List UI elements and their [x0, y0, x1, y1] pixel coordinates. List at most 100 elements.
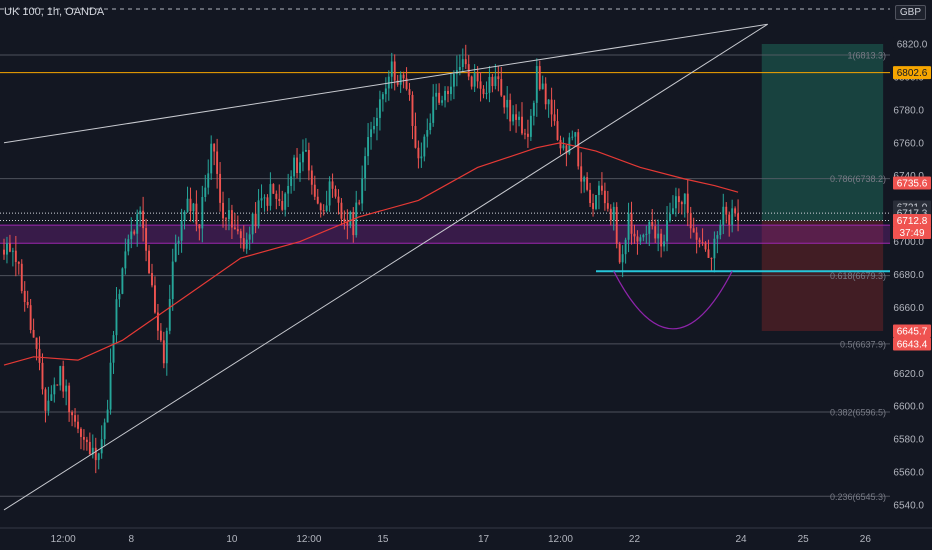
candle-body — [3, 249, 5, 255]
candle-body — [639, 237, 642, 242]
candle-body — [577, 132, 580, 167]
candle-body — [589, 189, 592, 204]
candle-body — [296, 157, 298, 173]
candle-body — [331, 181, 334, 189]
candle-body — [228, 210, 230, 220]
candle-body — [509, 99, 512, 122]
candle-body — [609, 208, 612, 221]
candle-body — [8, 243, 11, 252]
candle-body — [65, 385, 68, 392]
candle-body — [423, 136, 426, 157]
candle-body — [515, 114, 518, 120]
candle-body — [692, 228, 695, 233]
candle-body — [139, 210, 142, 215]
candle-body — [100, 439, 103, 454]
candle-body — [441, 100, 444, 103]
candle-body — [230, 210, 233, 228]
candle-body — [580, 166, 583, 182]
candle-body — [615, 206, 618, 244]
candle-body — [59, 366, 62, 386]
candle-body — [526, 133, 529, 137]
candle-body — [393, 61, 396, 81]
candle-body — [94, 447, 97, 461]
price-tick: 6700.0 — [893, 237, 924, 248]
candle-body — [553, 114, 556, 122]
candle-body — [337, 196, 340, 203]
candle-body — [367, 137, 370, 157]
candle-body — [162, 340, 165, 364]
time-tick: 12:00 — [51, 534, 76, 545]
candle-body — [74, 415, 76, 422]
candle-body — [284, 193, 287, 210]
candle-body — [414, 125, 417, 148]
fib-label: 0.786(6738.2) — [830, 174, 886, 184]
candle-body — [524, 133, 526, 135]
time-tick: 25 — [798, 534, 810, 545]
candle-body — [174, 243, 177, 262]
candle-body — [88, 441, 91, 455]
candle-body — [127, 239, 130, 252]
candle-body — [177, 240, 180, 244]
candle-body — [325, 205, 328, 211]
candle-body — [364, 156, 367, 179]
candle-body — [198, 224, 201, 229]
fib-label: 0.618(6679.3) — [830, 271, 886, 281]
candle-body — [316, 196, 319, 204]
candle-body — [713, 238, 716, 259]
candle-body — [293, 157, 296, 177]
candle-body — [485, 92, 488, 95]
candle-body — [77, 421, 79, 429]
candle-body — [272, 184, 275, 194]
candle-body — [151, 273, 153, 286]
candle-body — [50, 394, 53, 401]
price-tick: 6540.0 — [893, 501, 924, 512]
candle-body — [156, 312, 159, 331]
candle-body — [378, 99, 381, 118]
candle-body — [704, 242, 707, 250]
candle-body — [630, 213, 633, 234]
candle-body — [476, 73, 479, 82]
candle-body — [334, 188, 337, 197]
candle-body — [716, 235, 719, 239]
candle-body — [361, 178, 364, 204]
candle-body — [680, 202, 683, 205]
candle-body — [349, 211, 352, 226]
candle-body — [722, 206, 725, 225]
candle-body — [701, 242, 704, 244]
price-label-bg — [893, 225, 931, 239]
candle-body — [606, 203, 609, 209]
candle-body — [518, 116, 520, 120]
candle-body — [556, 121, 559, 140]
candle-body — [488, 76, 491, 93]
candle-body — [600, 185, 603, 191]
candle-body — [734, 208, 737, 214]
fib-label: 0.236(6545.3) — [830, 492, 886, 502]
candle-body — [225, 218, 227, 220]
candle-body — [168, 299, 171, 331]
candle-body — [44, 389, 47, 411]
candle-body — [550, 99, 553, 115]
candle-body — [355, 202, 358, 236]
price-label-bg — [893, 176, 931, 190]
candle-body — [438, 92, 441, 103]
candle-body — [491, 76, 494, 87]
candle-body — [118, 293, 121, 300]
candle-body — [384, 88, 387, 95]
chart-title: UK 100, 1h, OANDA — [4, 6, 105, 18]
candle-body — [266, 197, 269, 206]
candle-body — [299, 162, 301, 173]
candle-body — [654, 226, 657, 239]
candle-body — [130, 231, 133, 240]
candle-body — [473, 73, 476, 87]
candle-body — [686, 193, 689, 213]
candle-body — [310, 170, 313, 185]
price-label-bg — [893, 213, 931, 227]
candle-body — [189, 198, 192, 212]
candle-body — [20, 263, 23, 291]
candle-body — [26, 301, 29, 306]
candle-body — [586, 177, 589, 190]
time-tick: 15 — [377, 534, 389, 545]
currency-button[interactable]: GBP — [894, 5, 926, 20]
candle-body — [482, 88, 485, 95]
